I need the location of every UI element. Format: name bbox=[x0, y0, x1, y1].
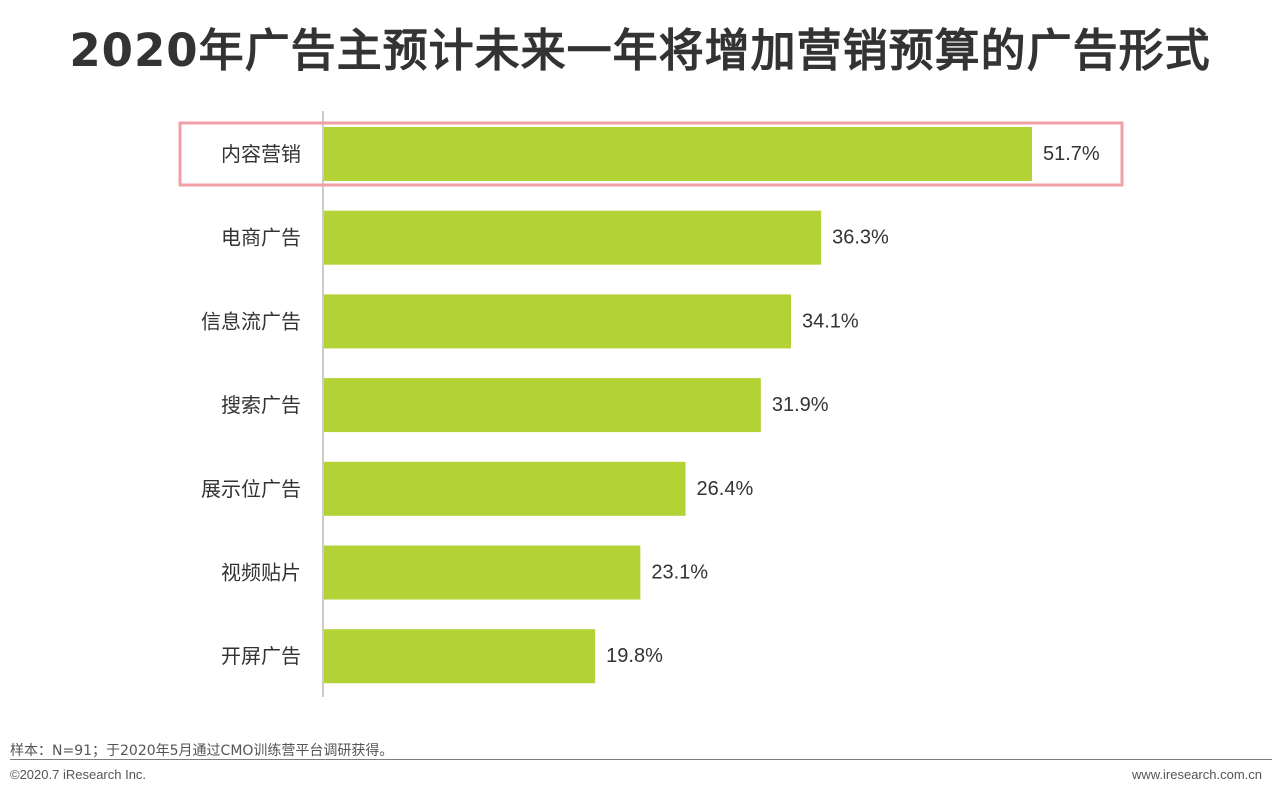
copyright-text: ©2020.7 iResearch Inc. bbox=[10, 767, 147, 782]
value-label: 19.8% bbox=[606, 645, 663, 667]
value-label: 31.9% bbox=[772, 394, 829, 416]
bar bbox=[324, 378, 761, 433]
category-label: 视频贴片 bbox=[221, 561, 301, 585]
value-label: 26.4% bbox=[697, 478, 754, 500]
bar bbox=[324, 210, 822, 265]
bar bbox=[324, 545, 641, 600]
website-link[interactable]: www.iresearch.com.cn bbox=[1131, 767, 1262, 782]
bar-chart: 内容营销 51.7% 电商广告 36.3% 信息流广告 34.1% 搜索广告 31.9% 展示位… bbox=[178, 111, 1124, 697]
value-label: 36.3% bbox=[832, 227, 889, 249]
bar bbox=[324, 294, 791, 349]
category-label: 搜索广告 bbox=[221, 393, 301, 417]
highlight-box bbox=[178, 121, 1124, 187]
category-label: 电商广告 bbox=[221, 226, 301, 250]
category-label: 开屏广告 bbox=[221, 644, 301, 668]
bar bbox=[324, 127, 1032, 181]
chart-title: 2020年广告主预计未来一年将增加营销预算的广告形式 bbox=[69, 24, 1211, 77]
value-label: 51.7% bbox=[1043, 143, 1100, 165]
bar bbox=[324, 461, 686, 516]
category-label: 内容营销 bbox=[221, 142, 301, 166]
value-label: 23.1% bbox=[651, 562, 708, 584]
bar bbox=[324, 629, 596, 684]
category-label: 展示位广告 bbox=[201, 477, 301, 501]
footer-divider bbox=[10, 759, 1272, 760]
value-label: 34.1% bbox=[802, 310, 859, 332]
sample-note: 样本：N=91；于2020年5月通过CMO训练营平台调研获得。 bbox=[10, 743, 394, 759]
category-label: 信息流广告 bbox=[201, 309, 301, 333]
